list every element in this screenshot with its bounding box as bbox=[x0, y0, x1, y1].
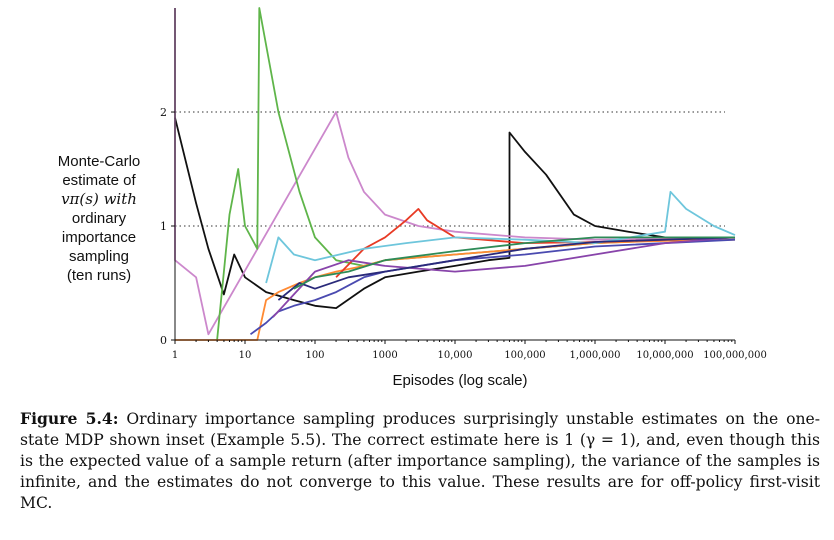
series-line bbox=[174, 8, 736, 336]
y-axis-label-line: vπ(s) with bbox=[61, 190, 137, 208]
series-line bbox=[277, 236, 736, 301]
series-line bbox=[216, 7, 736, 341]
reference-lines bbox=[175, 111, 725, 227]
y-axis-label-line: importance bbox=[61, 229, 137, 246]
series-line bbox=[272, 236, 736, 318]
y-axis-label-line: sampling bbox=[68, 248, 130, 265]
x-tick-label: 10,000,000 bbox=[636, 350, 693, 361]
y-axis-label-line: estimate of bbox=[62, 172, 136, 189]
series-line bbox=[174, 117, 735, 309]
series-layer bbox=[174, 7, 736, 341]
series-line bbox=[335, 208, 736, 278]
x-tick-label: 100,000,000 bbox=[703, 350, 767, 361]
x-tick-label: 1000 bbox=[372, 350, 397, 361]
caption-text: Ordinary importance sampling produces su… bbox=[20, 410, 820, 512]
figure-caption: Figure 5.4: Ordinary importance sampling… bbox=[20, 408, 820, 514]
x-tick-label: 10 bbox=[239, 350, 252, 361]
x-tick-label: 100 bbox=[305, 350, 324, 361]
y-tick-label: 2 bbox=[160, 106, 167, 119]
series-line bbox=[175, 238, 736, 341]
y-axis-label-line: Monte-Carlo bbox=[57, 153, 141, 170]
x-tick-label: 1 bbox=[172, 350, 178, 361]
series-line bbox=[265, 190, 736, 284]
caption-lead: Figure 5.4: bbox=[20, 409, 119, 428]
y-axis-label: Monte-Carlo estimate of vπ(s) with ordin… bbox=[28, 152, 170, 285]
x-tick-label: 100,000 bbox=[504, 350, 545, 361]
series-line bbox=[293, 236, 735, 290]
x-axis-label: Episodes (log scale) bbox=[392, 372, 528, 389]
y-axis-label-line: (ten runs) bbox=[66, 267, 132, 284]
y-axis-label-line: ordinary bbox=[71, 210, 127, 227]
x-tick-label: 10,000 bbox=[438, 350, 473, 361]
y-tick-label: 0 bbox=[160, 334, 167, 347]
y-tick-label: 1 bbox=[160, 220, 167, 233]
x-tick-label: 1,000,000 bbox=[570, 350, 621, 361]
